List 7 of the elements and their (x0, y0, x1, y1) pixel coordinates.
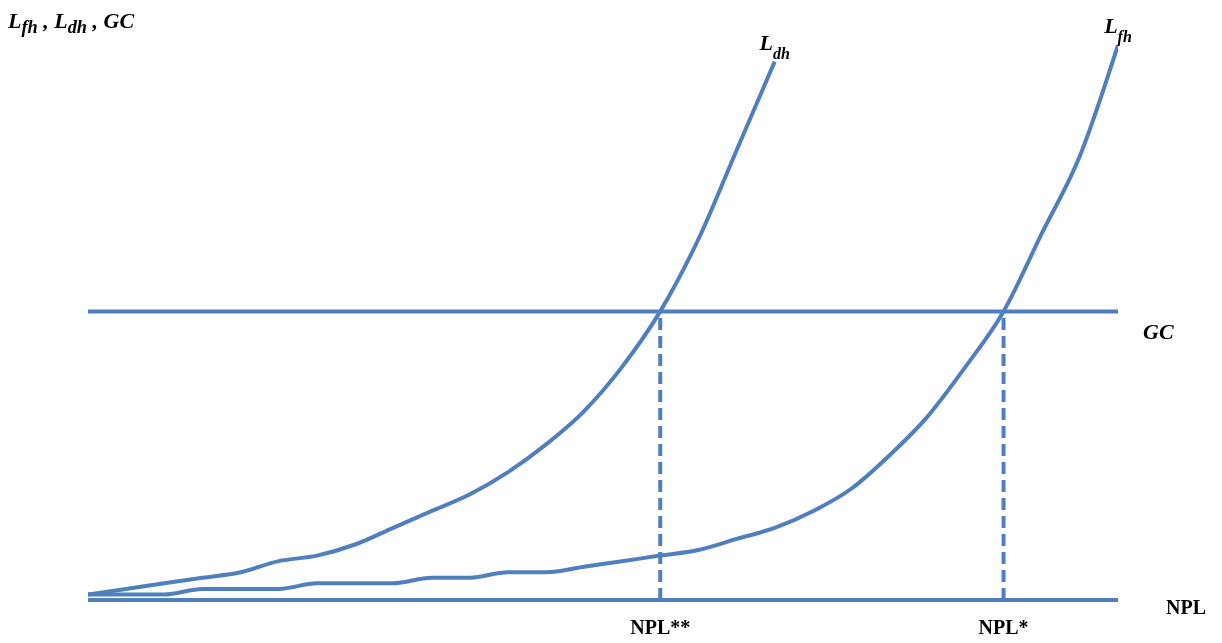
series-label: L$_{dh}$ (758, 29, 790, 62)
x-tick-label: NPL** (630, 616, 691, 639)
ref-line-label: GC (1143, 319, 1174, 345)
x-tick-label: NPL* (978, 616, 1029, 639)
series-label: L$_{fh}$ (1103, 13, 1132, 46)
y-axis-title: L$_{fh}$ , L$_{dh}$ , GC (8, 8, 135, 39)
x-axis-title: NPL (1166, 596, 1206, 619)
